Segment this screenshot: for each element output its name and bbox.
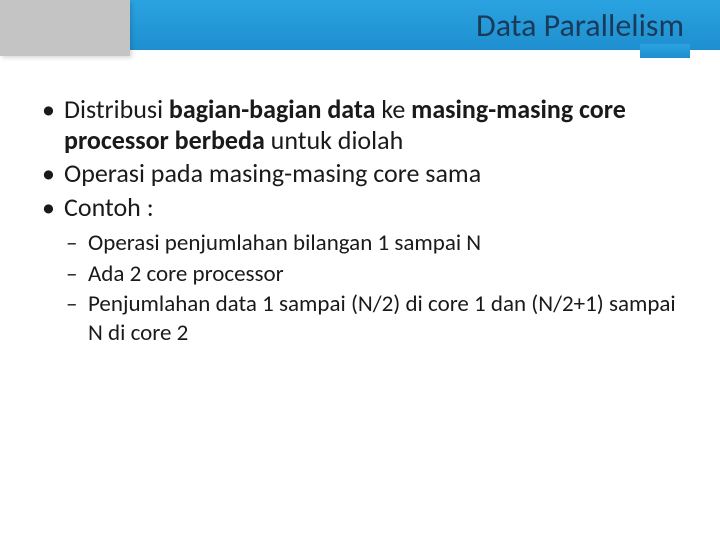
bullet-list: Distribusi bagian-bagian data ke masing-… bbox=[38, 94, 682, 223]
bullet-text-pre: Distribusi bbox=[64, 93, 169, 125]
bullet-text-bold: bagian-bagian data bbox=[169, 93, 376, 125]
slide-title: Data Parallelism bbox=[476, 6, 684, 45]
slide-content: Distribusi bagian-bagian data ke masing-… bbox=[0, 70, 720, 370]
bullet-text-post: untuk diolah bbox=[265, 124, 403, 156]
sub-bullet-list: Operasi penjumlahan bilangan 1 sampai N … bbox=[64, 229, 682, 348]
slide-header: Data Parallelism bbox=[0, 0, 720, 70]
sub-bullet-item: Ada 2 core processor bbox=[64, 260, 682, 289]
bullet-text: Contoh : bbox=[64, 191, 154, 223]
bullet-text-mid: ke bbox=[375, 93, 411, 125]
sub-bullet-text: Operasi penjumlahan bilangan 1 sampai N bbox=[88, 229, 481, 257]
bullet-item: Operasi pada masing-masing core sama bbox=[38, 158, 682, 189]
sub-bullet-text: Penjumlahan data 1 sampai (N/2) di core … bbox=[88, 290, 676, 347]
bullet-item: Contoh : bbox=[38, 192, 682, 223]
bullet-item: Distribusi bagian-bagian data ke masing-… bbox=[38, 94, 682, 156]
header-tab-accent bbox=[640, 44, 690, 58]
sub-bullet-item: Penjumlahan data 1 sampai (N/2) di core … bbox=[64, 290, 682, 348]
header-left-block bbox=[0, 0, 130, 56]
sub-bullet-item: Operasi penjumlahan bilangan 1 sampai N bbox=[64, 229, 682, 258]
sub-bullet-text: Ada 2 core processor bbox=[88, 260, 284, 288]
bullet-text: Operasi pada masing-masing core sama bbox=[64, 157, 481, 189]
